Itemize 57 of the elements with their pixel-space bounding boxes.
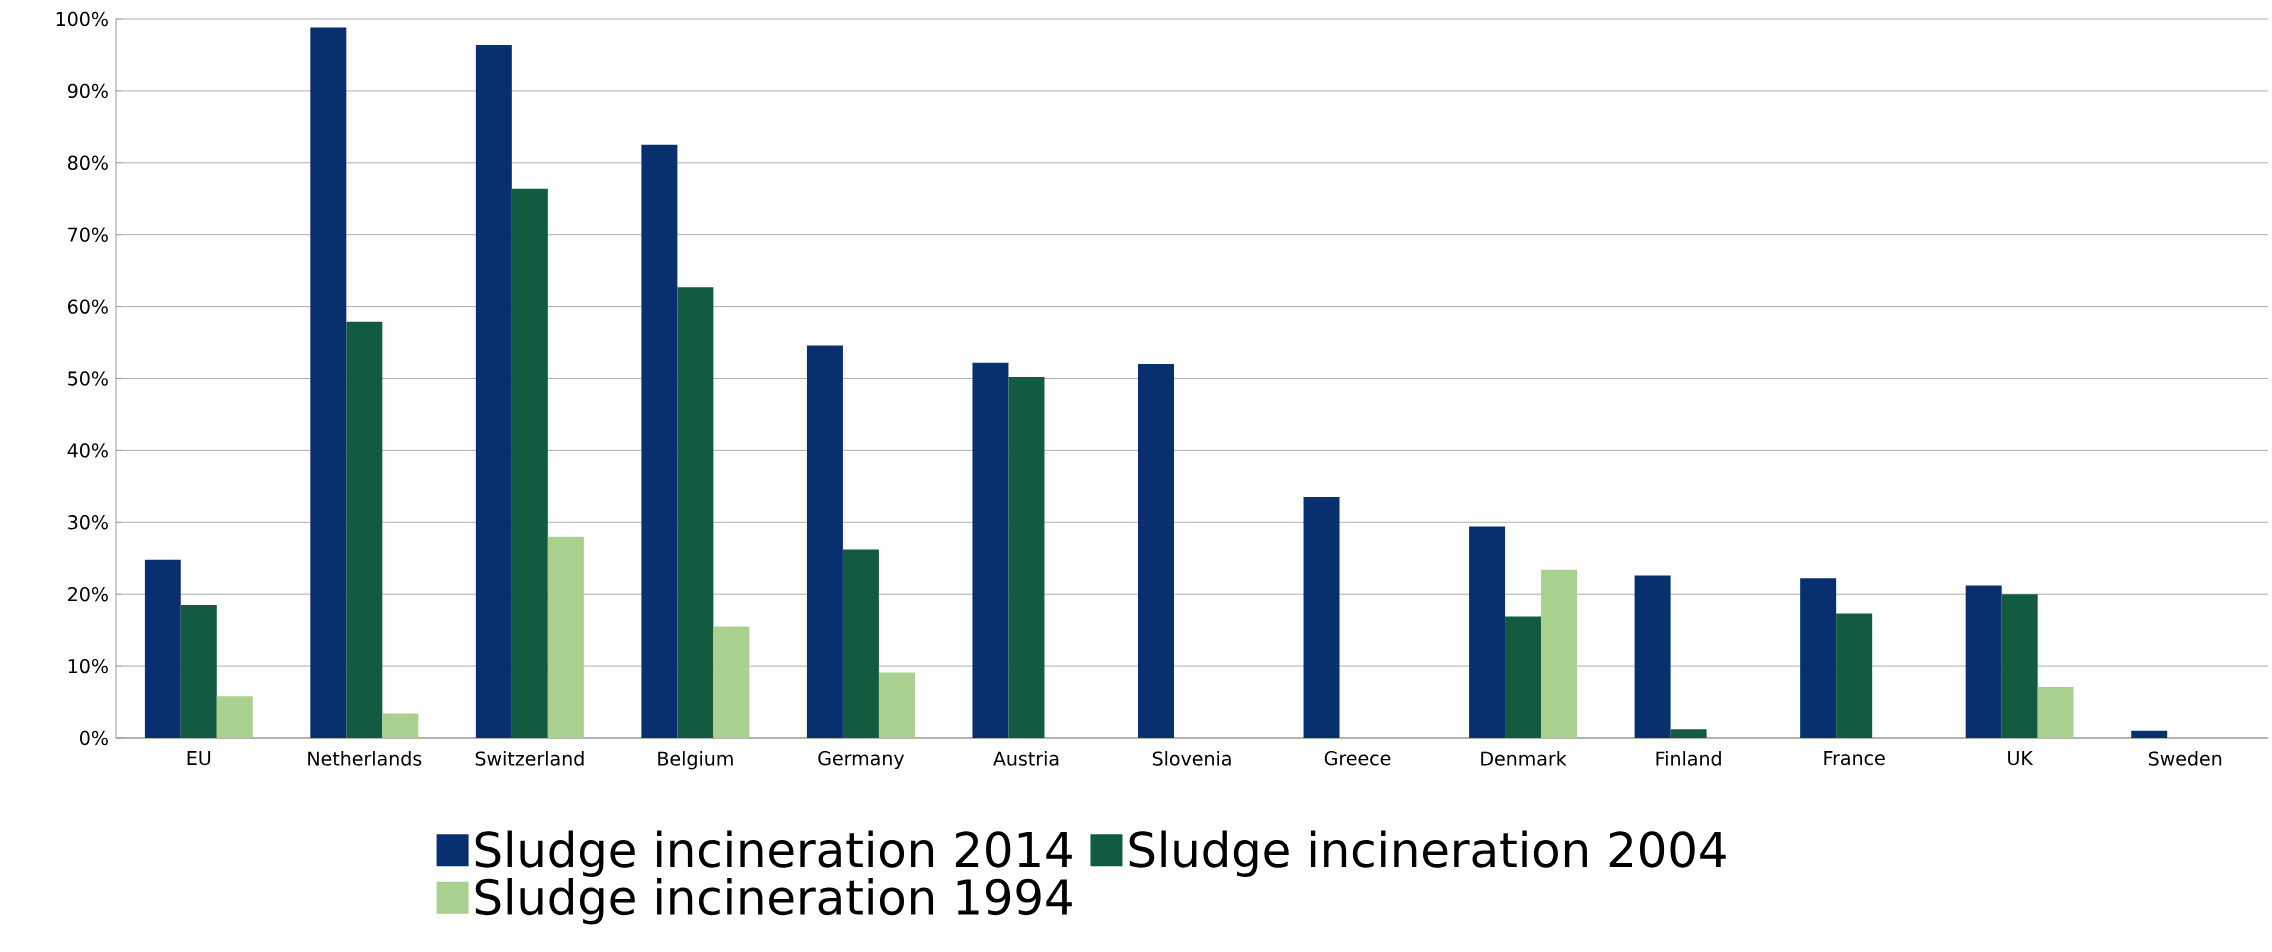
x-tick-label: Netherlands — [308, 751, 422, 766]
bar — [216, 696, 253, 738]
bar — [144, 559, 181, 738]
bar — [972, 362, 1009, 738]
legend-label: Sludge incineration 2014 — [475, 830, 1072, 877]
bar — [547, 536, 584, 738]
bar — [2001, 594, 2038, 738]
bar — [713, 626, 750, 738]
x-tick-label: Switzerland — [475, 751, 584, 766]
y-tick-label: 0% — [80, 730, 108, 746]
bar — [310, 27, 347, 738]
y-tick-label: 80% — [68, 155, 108, 170]
bar — [1800, 578, 1837, 738]
bar — [1965, 585, 2002, 738]
bar — [475, 44, 512, 738]
x-tick-label: France — [1824, 751, 1885, 766]
bar — [1634, 575, 1671, 738]
bar — [1541, 569, 1578, 738]
x-tick-label: Greece — [1324, 751, 1391, 766]
bar — [677, 287, 714, 738]
bar — [382, 713, 419, 738]
bar — [1836, 613, 1873, 738]
bar — [1505, 616, 1542, 738]
y-tick-label: 20% — [68, 586, 108, 602]
bar — [1008, 377, 1045, 738]
bar — [2131, 730, 2168, 738]
y-tick-label: 10% — [68, 658, 108, 674]
bar — [806, 345, 843, 738]
x-tick-label: Germany — [818, 751, 905, 770]
y-tick-label: 70% — [68, 227, 108, 242]
bar — [180, 604, 217, 738]
x-tick-label: EU — [187, 751, 211, 766]
x-tick-label: Sweden — [2148, 751, 2222, 766]
y-tick-label: 60% — [68, 299, 108, 314]
y-tick-label: 50% — [68, 371, 108, 386]
x-tick-label: Finland — [1656, 751, 1721, 766]
y-tick-label: 30% — [68, 515, 108, 530]
bar — [641, 144, 678, 738]
bar — [1469, 526, 1506, 738]
bar — [878, 672, 915, 738]
x-tick-label: Austria — [993, 751, 1059, 766]
y-tick-label: 100% — [56, 11, 108, 27]
y-tick-label: 90% — [67, 83, 108, 99]
x-tick-label: UK — [2008, 751, 2034, 766]
legend-label: Sludge incineration 1994 — [475, 878, 1072, 925]
bar — [1303, 497, 1340, 738]
x-tick-label: Denmark — [1481, 751, 1567, 766]
bar — [842, 549, 879, 738]
bar — [511, 188, 548, 738]
x-tick-label: Slovenia — [1152, 751, 1231, 766]
bar — [1138, 364, 1174, 738]
y-tick-label: 40% — [67, 443, 108, 458]
bar — [2037, 686, 2074, 738]
x-tick-label: Belgium — [658, 751, 733, 770]
bar — [1670, 729, 1707, 738]
legend-label: Sludge incineration 2004 — [1129, 830, 1726, 877]
bar — [346, 321, 383, 738]
